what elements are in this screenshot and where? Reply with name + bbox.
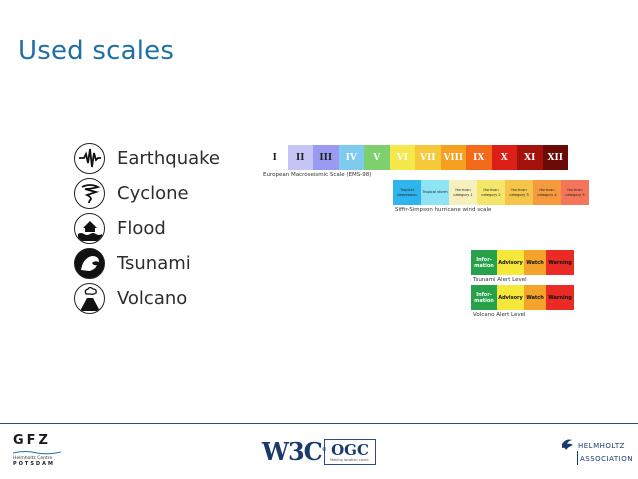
helmholtz-divider [577, 451, 578, 465]
ems-level-2: II [287, 145, 313, 170]
ss-category: Hurrican category 5 [561, 180, 589, 205]
ss-caption: Siffir-Simpson hurricane wind scale [395, 207, 492, 213]
volcano-alert-caption: Volcano Alert Level [473, 312, 526, 318]
ems-level-9: IX [466, 145, 492, 170]
ems-level-10: X [491, 145, 517, 170]
ems-level-7: VII [415, 145, 441, 170]
ogc-logo-text: OGC [331, 440, 369, 459]
earthquake-icon [74, 142, 105, 174]
hazard-tsunami: Tsunami [74, 247, 274, 279]
ss-category: Hurrican category 1 [449, 180, 477, 205]
volcano-alert-level: Watch [524, 285, 546, 310]
w3c-logo: W3C® [262, 437, 327, 466]
tsunami-alert-level: Warning [546, 250, 574, 275]
ss-category: Tropical depression [393, 180, 421, 205]
ogc-logo: OGC Making location count. [324, 439, 376, 465]
footer-divider [0, 423, 638, 424]
tsunami-alert-level: Advisory [497, 250, 524, 275]
hazard-cyclone: Cyclone [74, 177, 274, 209]
tsunami-icon [74, 247, 105, 279]
slide-title: Used scales [18, 36, 175, 66]
tsunami-alert-level: Infor-mation [471, 250, 497, 275]
hazard-flood: Flood [74, 212, 274, 244]
ss-category: Hurrican category 3 [505, 180, 533, 205]
gfz-line2: POTSDAM [13, 461, 55, 467]
ems-level-3: III [313, 145, 339, 170]
ems-level-5: V [364, 145, 390, 170]
ems-caption: European Macroseismic Scale (EMS-98) [263, 172, 372, 178]
ems-level-4: IV [338, 145, 364, 170]
gfz-wave-icon [13, 451, 61, 455]
hazard-volcano: Volcano [74, 282, 274, 314]
ems-level-11: XI [517, 145, 543, 170]
ogc-tagline: Making location count. [330, 457, 370, 462]
volcano-alert-level: Warning [546, 285, 574, 310]
volcano-alert-level: Infor-mation [471, 285, 497, 310]
cyclone-icon [74, 177, 105, 209]
hazard-label: Flood [117, 217, 166, 239]
ems-level-12: XII [542, 145, 568, 170]
ems-scale: I II III IV V VI VII VIII IX X XI XII [262, 145, 568, 170]
saffir-simpson-scale: Tropical depression Tropical storm Hurri… [393, 180, 589, 205]
helmholtz-mark-icon [562, 439, 573, 450]
ss-category: Hurrican category 2 [477, 180, 505, 205]
w3c-logo-text: W3C [262, 437, 323, 466]
hazard-label: Tsunami [117, 252, 191, 274]
tsunami-alert-level: Watch [524, 250, 546, 275]
tsunami-alert-scale: Infor-mation Advisory Watch Warning [471, 250, 574, 275]
volcano-alert-level: Advisory [497, 285, 524, 310]
gfz-logo: GFZ Helmholtz Centre POTSDAM [13, 433, 73, 467]
ss-category: Hurrican category 4 [533, 180, 561, 205]
gfz-logo-text: GFZ [13, 433, 51, 448]
flood-icon [74, 212, 105, 244]
ems-level-8: VIII [440, 145, 466, 170]
ss-category: Tropical storm [421, 180, 449, 205]
volcano-icon [74, 282, 105, 314]
hazard-label: Earthquake [117, 147, 220, 169]
helmholtz-name: HELMHOLTZ [578, 442, 625, 450]
ems-level-1: I [262, 145, 288, 170]
tsunami-alert-caption: Tsunami Alert Level [473, 277, 527, 283]
gfz-line1: Helmholtz Centre [13, 456, 53, 461]
hazard-label: Volcano [117, 287, 188, 309]
helmholtz-assoc: ASSOCIATION [580, 455, 633, 463]
hazard-earthquake: Earthquake [74, 142, 274, 174]
ems-level-6: VI [389, 145, 415, 170]
hazard-label: Cyclone [117, 182, 189, 204]
volcano-alert-scale: Infor-mation Advisory Watch Warning [471, 285, 574, 310]
